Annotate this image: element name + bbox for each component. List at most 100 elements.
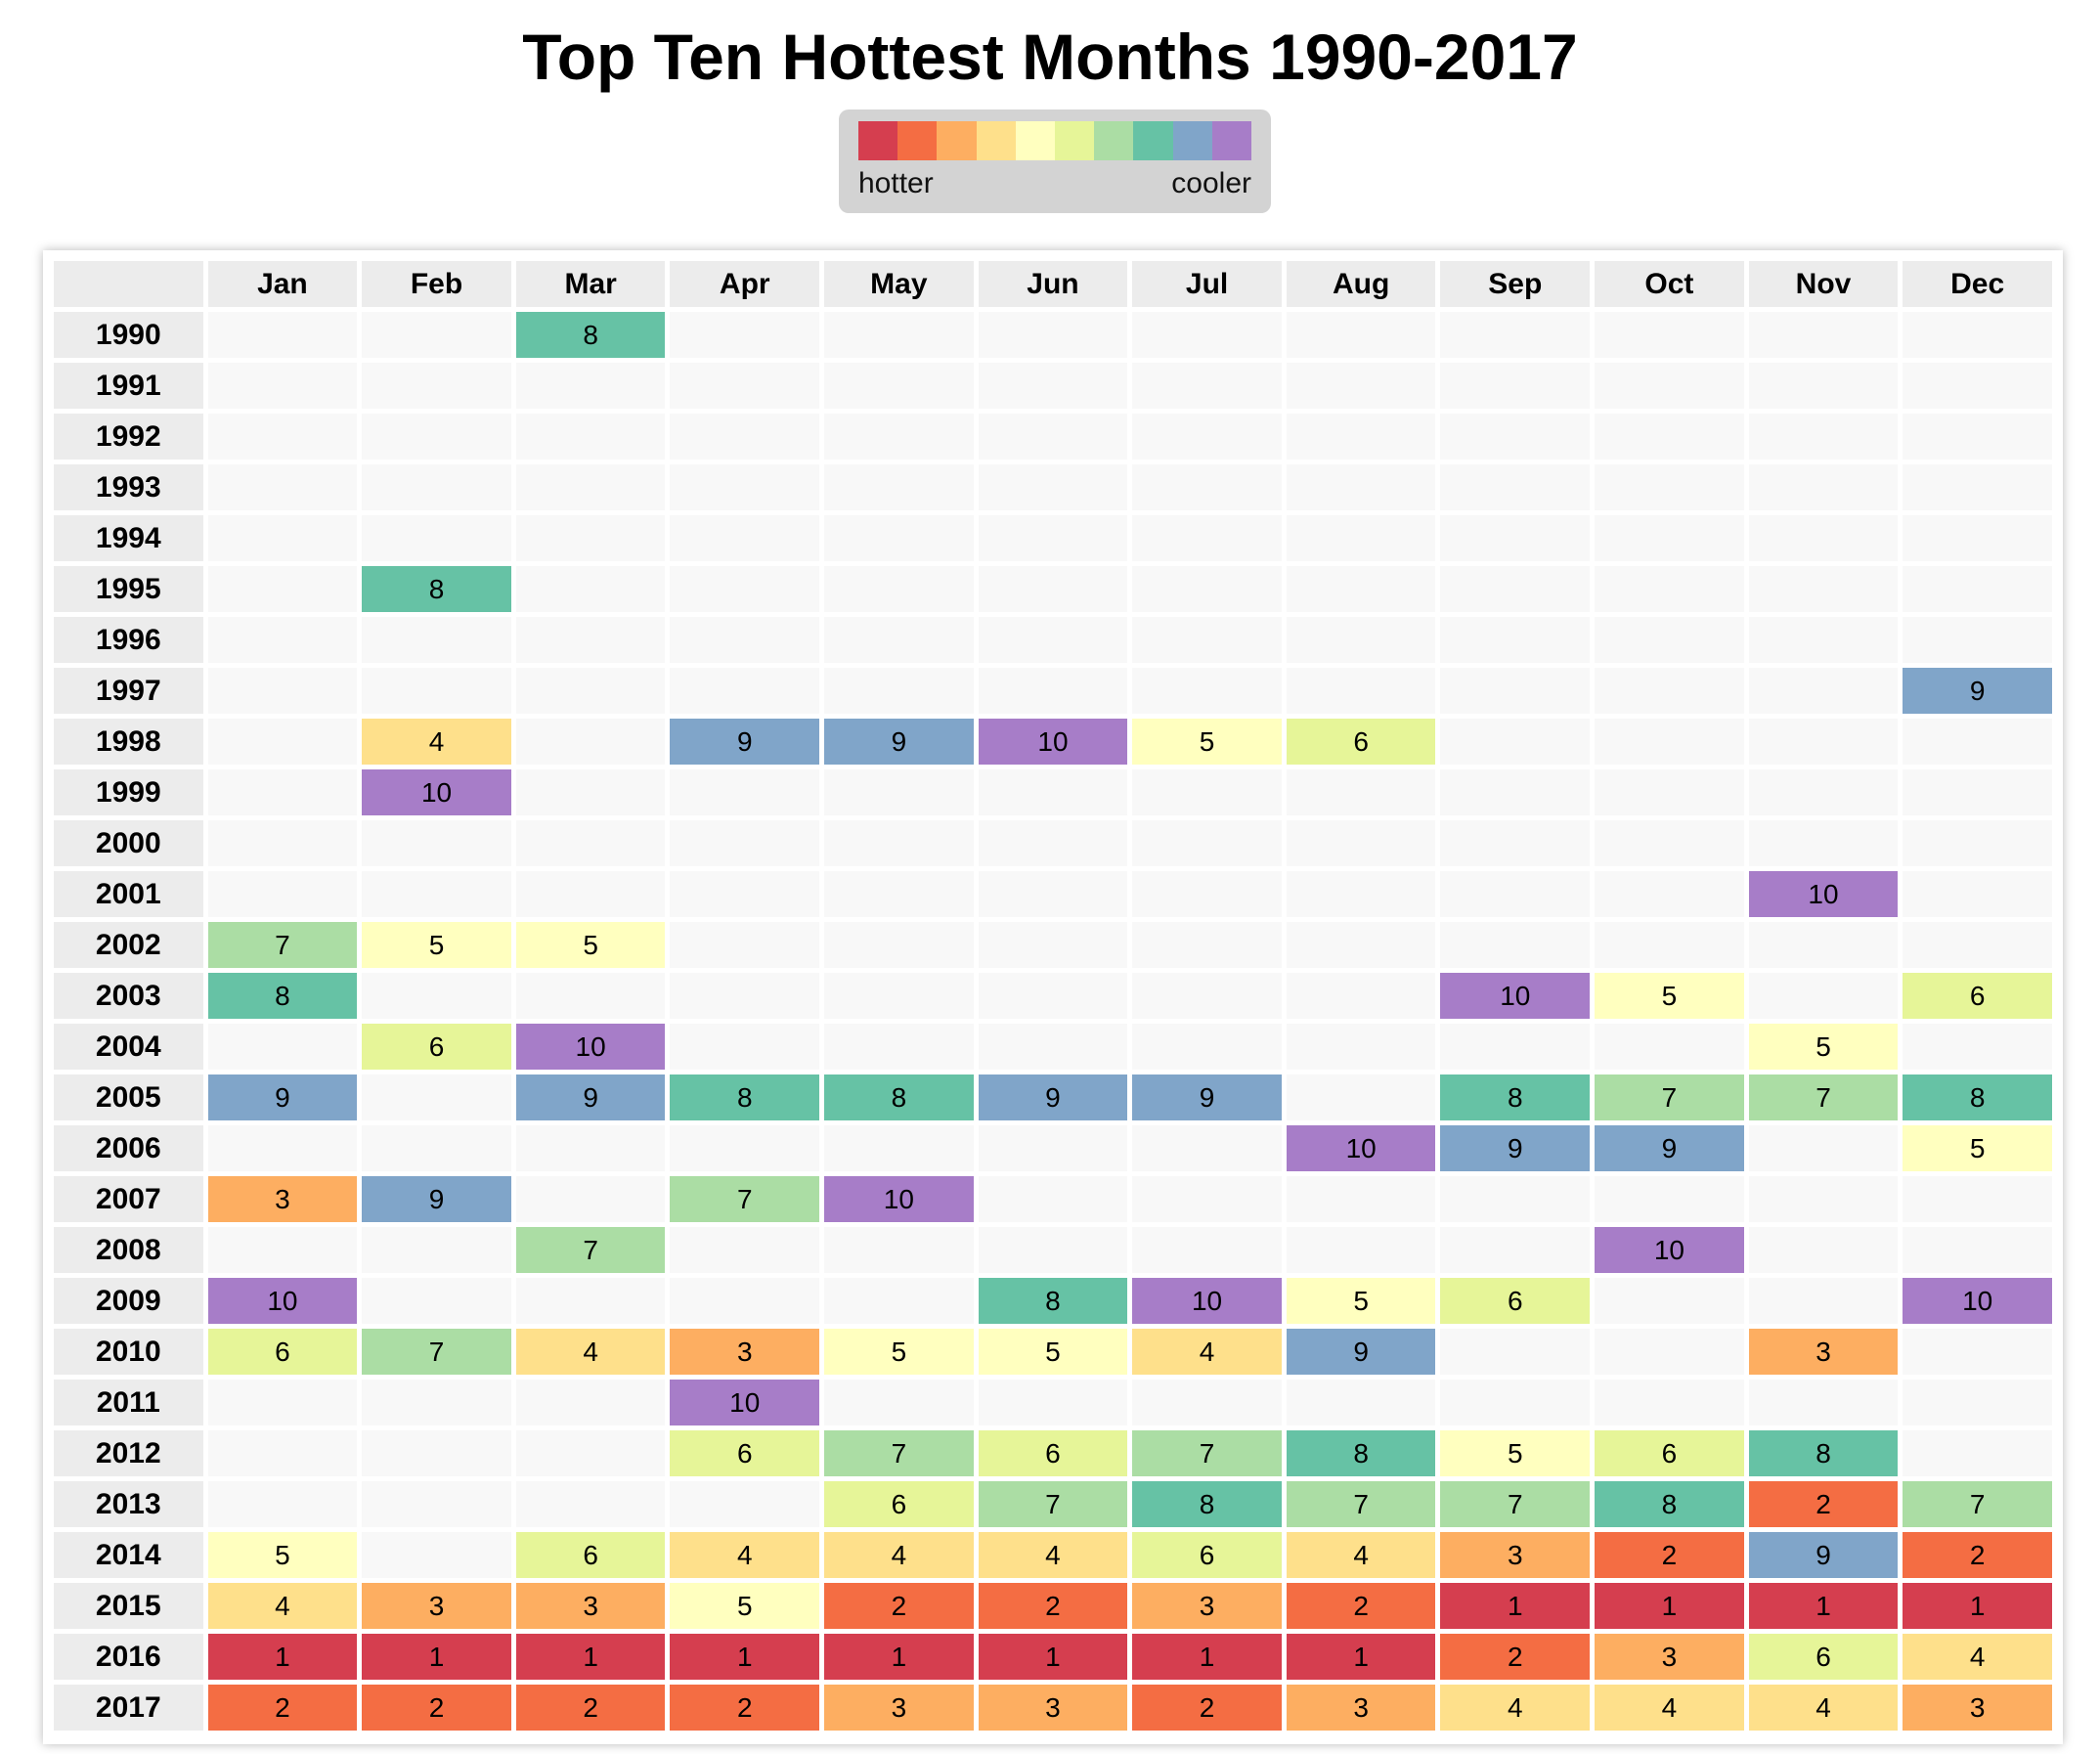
heat-cell: 3: [824, 1685, 974, 1731]
empty-cell: [978, 566, 1128, 612]
empty-cell: [1903, 1430, 2052, 1476]
year-row: 2017 2 2 2 2 3 3 2 3 4 4 4 3: [54, 1685, 2052, 1731]
empty-cell: [670, 1227, 820, 1273]
month-header: May: [824, 261, 974, 307]
heat-cell: 8: [1903, 1074, 2052, 1120]
empty-cell: [1132, 1176, 1282, 1222]
empty-cell: [1595, 820, 1744, 866]
heat-cell: 3: [207, 1176, 358, 1222]
empty-cell: [1132, 769, 1282, 815]
empty-cell: [978, 820, 1128, 866]
empty-cell: [1748, 1227, 1899, 1273]
heat-cell: 7: [362, 1329, 511, 1375]
heat-cell: 5: [824, 1329, 974, 1375]
empty-cell: [824, 363, 974, 409]
year-label: 1996: [54, 617, 203, 663]
heat-cell: 3: [1132, 1583, 1282, 1629]
heat-cell: 4: [207, 1583, 358, 1629]
heat-cell: 10: [1903, 1278, 2052, 1324]
heat-cell: 8: [362, 566, 511, 612]
empty-cell: [1748, 1380, 1899, 1425]
year-label: 2005: [54, 1074, 203, 1120]
empty-cell: [978, 1227, 1128, 1273]
heat-cell: 8: [978, 1278, 1128, 1324]
empty-cell: [515, 1481, 666, 1527]
empty-cell: [1132, 464, 1282, 510]
heat-cell: 6: [1132, 1532, 1282, 1578]
year-label: 1997: [54, 668, 203, 714]
heat-cell: 4: [1440, 1685, 1591, 1731]
heat-cell: 10: [978, 719, 1128, 765]
empty-cell: [515, 414, 666, 460]
heat-cell: 10: [670, 1380, 820, 1425]
year-row: 2013 6 7 8 7 7 8 2 7: [54, 1481, 2052, 1527]
year-label: 2003: [54, 973, 203, 1019]
empty-cell: [1595, 668, 1744, 714]
empty-cell: [515, 566, 666, 612]
year-label: 1998: [54, 719, 203, 765]
empty-cell: [670, 414, 820, 460]
empty-cell: [670, 1481, 820, 1527]
empty-cell: [1595, 312, 1744, 358]
heat-cell: 7: [1903, 1481, 2052, 1527]
year-row: 2003 8 10 5 6: [54, 973, 2052, 1019]
heatmap-panel: Jan Feb Mar Apr May Jun Jul Aug Sep Oct Nov Dec 199…: [43, 250, 2063, 1744]
legend-swatch-2: [897, 121, 938, 160]
year-row: 2007 3 9 7 10: [54, 1176, 2052, 1222]
empty-cell: [824, 973, 974, 1019]
empty-cell: [1595, 719, 1744, 765]
empty-cell: [1748, 820, 1899, 866]
empty-cell: [1595, 414, 1744, 460]
empty-cell: [978, 617, 1128, 663]
empty-cell: [207, 1481, 358, 1527]
heat-cell: 8: [1440, 1074, 1591, 1120]
heat-cell: 4: [1595, 1685, 1744, 1731]
heat-cell: 3: [1903, 1685, 2052, 1731]
year-row: 2009 10 8 10 5 6 10: [54, 1278, 2052, 1324]
heat-cell: 9: [824, 719, 974, 765]
year-label: 2013: [54, 1481, 203, 1527]
heat-cell: 1: [1595, 1583, 1744, 1629]
month-header: Jun: [978, 261, 1128, 307]
empty-cell: [1132, 1227, 1282, 1273]
heat-cell: 2: [1440, 1634, 1591, 1680]
legend-swatch-8: [1133, 121, 1173, 160]
empty-cell: [1748, 769, 1899, 815]
heat-cell: 6: [1286, 719, 1436, 765]
year-label: 2010: [54, 1329, 203, 1375]
empty-cell: [824, 1380, 974, 1425]
empty-cell: [824, 1024, 974, 1070]
empty-cell: [515, 719, 666, 765]
legend-swatch-6: [1055, 121, 1095, 160]
year-row: 2001 10: [54, 871, 2052, 917]
empty-cell: [362, 1227, 511, 1273]
heat-cell: 10: [824, 1176, 974, 1222]
year-label: 1990: [54, 312, 203, 358]
legend-label-cooler: cooler: [1171, 167, 1251, 199]
empty-cell: [515, 820, 666, 866]
empty-cell: [207, 769, 358, 815]
empty-cell: [1748, 1176, 1899, 1222]
empty-cell: [670, 1125, 820, 1171]
empty-cell: [515, 769, 666, 815]
heat-cell: 7: [824, 1430, 974, 1476]
empty-cell: [978, 414, 1128, 460]
month-header-row: Jan Feb Mar Apr May Jun Jul Aug Sep Oct Nov Dec: [54, 261, 2052, 307]
empty-cell: [978, 973, 1128, 1019]
heat-cell: 2: [1903, 1532, 2052, 1578]
empty-cell: [1440, 312, 1591, 358]
empty-cell: [362, 1125, 511, 1171]
empty-cell: [978, 515, 1128, 561]
empty-cell: [670, 312, 820, 358]
empty-cell: [362, 312, 511, 358]
empty-cell: [207, 363, 358, 409]
heat-cell: 8: [1595, 1481, 1744, 1527]
empty-cell: [978, 363, 1128, 409]
year-label: 1992: [54, 414, 203, 460]
empty-cell: [207, 617, 358, 663]
color-legend: hotter cooler: [839, 110, 1271, 213]
empty-cell: [207, 1024, 358, 1070]
empty-cell: [1440, 363, 1591, 409]
heat-cell: 7: [978, 1481, 1128, 1527]
empty-cell: [1595, 1329, 1744, 1375]
